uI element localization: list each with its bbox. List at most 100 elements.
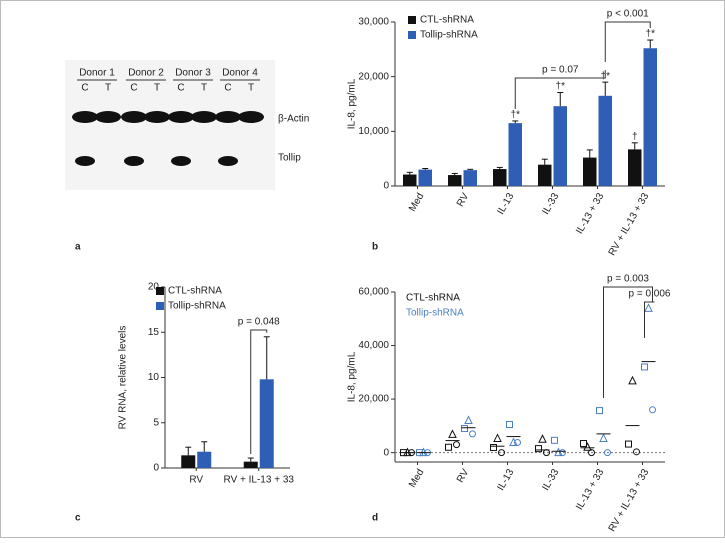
annotation: p = 0.003: [607, 274, 649, 285]
tollip-band: [75, 156, 95, 166]
point: [506, 421, 513, 429]
lane-label: C: [224, 83, 231, 94]
bar: [418, 169, 432, 186]
lane-label: T: [154, 83, 160, 94]
point: [580, 440, 587, 448]
actin-band: [215, 111, 241, 123]
legend-swatch: [156, 302, 164, 310]
annotation: †*: [646, 29, 656, 40]
point: [461, 425, 468, 433]
annotation: †*: [556, 81, 566, 92]
bar: [508, 123, 522, 186]
y-tick-label: 15: [148, 327, 160, 338]
y-tick-label: 0: [383, 447, 389, 458]
bar: [538, 164, 552, 186]
annotation: p = 0.07: [542, 65, 579, 76]
point: [599, 433, 608, 442]
legend-label: CTL-shRNA: [168, 286, 222, 297]
actin-band: [95, 111, 121, 123]
bracket: [514, 70, 606, 109]
lane-label: C: [81, 83, 88, 94]
legend-label: Tollip-shRNA: [420, 30, 478, 41]
point: [453, 441, 460, 449]
bracket: [644, 301, 655, 338]
legend-swatch: [156, 287, 164, 295]
annotation: †*: [511, 110, 521, 121]
point: [551, 436, 558, 444]
actin-band: [72, 111, 98, 123]
point: [644, 303, 653, 312]
point: [490, 444, 497, 452]
point: [448, 429, 457, 438]
y-tick-label: 40,000: [358, 340, 389, 351]
y-tick-label: 20,000: [358, 71, 389, 82]
annotation: p = 0.006: [629, 289, 671, 300]
point: [538, 434, 547, 443]
y-tick-label: 60,000: [358, 287, 389, 298]
point: [596, 407, 603, 415]
point: [559, 449, 566, 457]
point: [628, 375, 637, 385]
bar: [448, 175, 462, 186]
y-tick-label: 20,000: [358, 394, 389, 405]
bar: [403, 174, 417, 186]
y-tick-label: 30,000: [358, 17, 389, 28]
point: [625, 440, 632, 448]
bar: [628, 149, 642, 186]
y-tick-label: 5: [153, 417, 159, 428]
point: [509, 437, 518, 446]
bracket: [604, 21, 651, 62]
y-axis-label: RV RNA, relative levels: [118, 326, 129, 430]
actin-band: [191, 111, 217, 123]
point: [649, 406, 656, 414]
y-axis-label: IL-8, pg/mL: [347, 78, 358, 129]
y-tick-label: 10: [148, 372, 160, 383]
point: [464, 415, 473, 425]
point: [493, 433, 502, 442]
legend-label: CTL-shRNA: [406, 293, 460, 304]
tollip-band: [171, 156, 191, 166]
panel-letter: d: [372, 513, 378, 524]
y-axis-label: IL-8, pg/mL: [347, 351, 358, 402]
annotation: p = 0.048: [238, 317, 280, 328]
point: [641, 363, 648, 371]
point: [469, 430, 476, 438]
bar: [181, 455, 196, 468]
point: [554, 447, 563, 457]
actin-band: [168, 111, 194, 123]
bar: [463, 170, 477, 186]
lane-label: T: [105, 83, 111, 94]
x-tick-label: RV + IL-13 + 33: [224, 475, 295, 486]
donor-label: Donor 3: [175, 68, 211, 79]
legend-swatch: [408, 31, 416, 39]
y-tick-label: 20: [148, 282, 160, 293]
bracket: [603, 286, 653, 398]
point: [498, 449, 505, 457]
bar: [553, 106, 567, 186]
band-label: Tollip: [278, 153, 301, 164]
panel-letter: b: [372, 242, 378, 253]
actin-band: [144, 111, 170, 123]
point: [604, 449, 611, 457]
lane-label: T: [248, 83, 254, 94]
donor-label: Donor 1: [79, 68, 115, 79]
point: [514, 438, 521, 446]
donor-label: Donor 2: [128, 68, 164, 79]
bar: [197, 451, 212, 468]
bar: [643, 48, 657, 186]
band-label: β-Actin: [278, 114, 309, 125]
bar: [493, 169, 507, 186]
actin-band: [121, 111, 147, 123]
point: [445, 443, 452, 451]
panel-letter: a: [75, 242, 81, 253]
y-tick-label: 0: [383, 181, 389, 192]
point: [535, 445, 542, 453]
donor-label: Donor 4: [222, 68, 258, 79]
legend-label: CTL-shRNA: [420, 15, 474, 26]
point: [633, 448, 640, 456]
annotation: †: [632, 131, 638, 142]
x-tick-label: RV: [189, 475, 203, 486]
legend-swatch: [408, 16, 416, 24]
lane-label: C: [177, 83, 184, 94]
